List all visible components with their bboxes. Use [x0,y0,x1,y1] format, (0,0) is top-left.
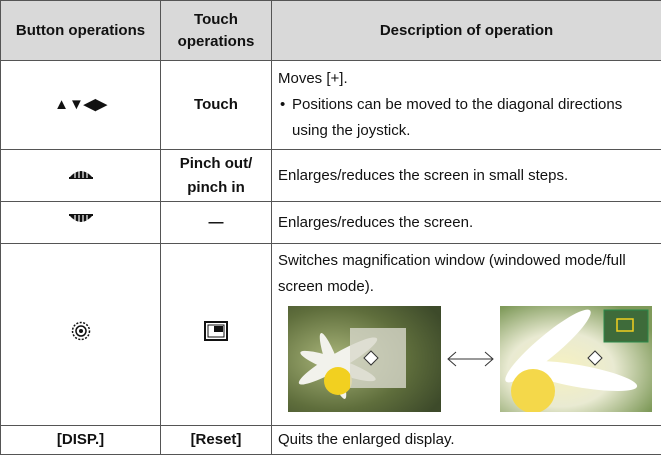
header-cell: Button operations [1,1,161,61]
button-cell [1,150,161,202]
front-dial-icon [68,166,94,180]
touch-cell: Touch [161,61,272,150]
row: — Enlarges/reduces the screen. [1,202,661,244]
touch-cell: — [161,202,272,244]
row: [DISP.] [Reset] Quits the enlarged displ… [1,426,661,455]
description-cell: Moves [+]. Positions can be moved to the… [272,61,661,150]
button-cell [1,202,161,244]
description-text: Switches magnification window (windowed … [278,248,655,300]
row: Pinch out/ pinch in Enlarges/reduces the… [1,150,661,202]
row: Switches magnification window (windowed … [1,244,661,426]
header-row: Button operations Touch operations Descr… [1,1,661,61]
description-cell: Quits the enlarged display. [272,426,661,455]
header-cell: Description of operation [272,1,661,61]
note-list: Positions can be moved to the diagonal d… [278,92,655,144]
button-cell: ▲▼◀▶ [1,61,161,150]
header-cell: Touch operations [161,1,272,61]
touch-cell: Pinch out/ pinch in [161,150,272,202]
description-cell: Switches magnification window (windowed … [272,244,661,426]
touch-cell [161,244,272,426]
button-cell: [DISP.] [1,426,161,455]
description-cell: Enlarges/reduces the screen. [272,202,661,244]
description-text: Moves [+]. [278,66,655,92]
window-icon [204,321,228,341]
row: ▲▼◀▶ Touch Moves [+]. Positions can be m… [1,61,661,150]
rear-dial-icon [68,213,94,227]
description-cell: Enlarges/reduces the screen in small ste… [272,150,661,202]
button-cell [1,244,161,426]
control-dial-icon [71,321,91,341]
magnification-illustration [278,306,654,412]
touch-cell: [Reset] [161,426,272,455]
note: Positions can be moved to the diagonal d… [288,92,655,144]
